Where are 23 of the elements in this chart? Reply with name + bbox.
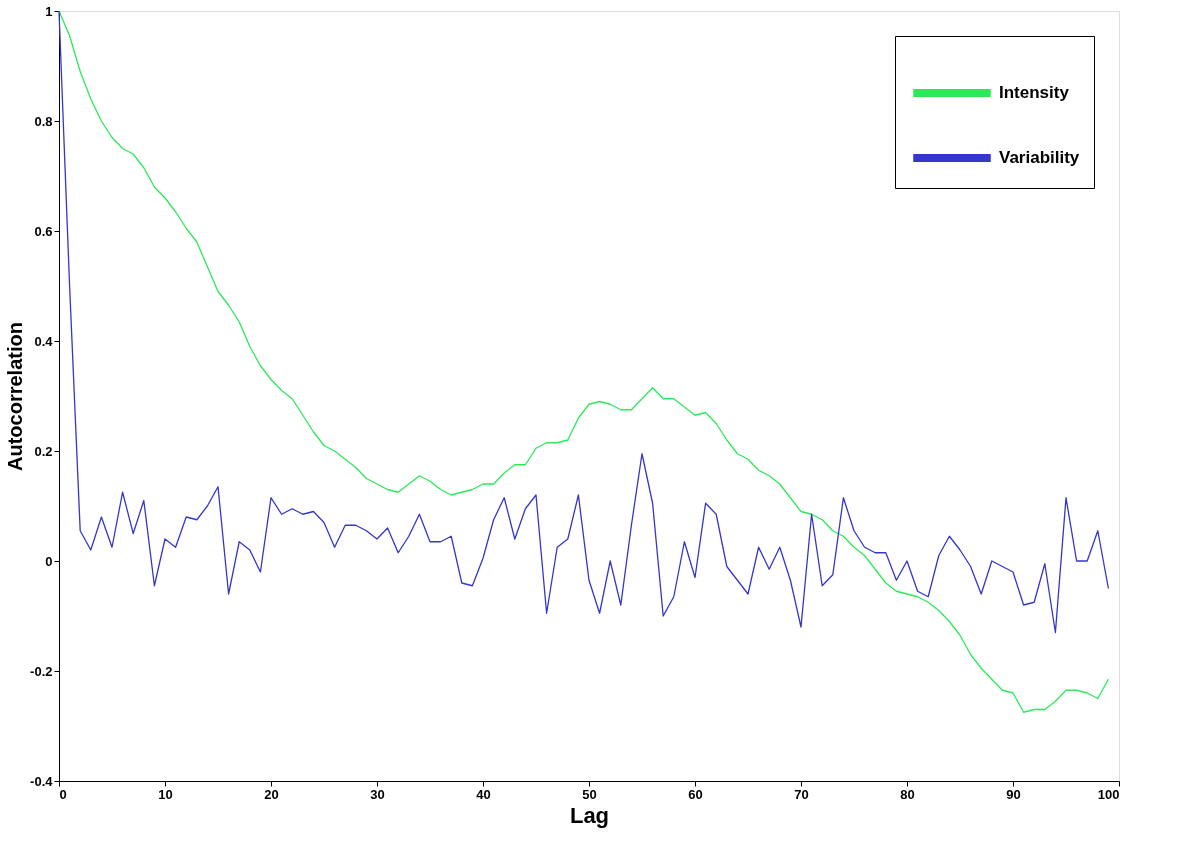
legend-label: Variability [999,148,1080,167]
y-tick-label: 0 [45,553,53,569]
x-tick-label: 90 [1006,786,1021,802]
y-tick-label: -0.4 [30,773,54,789]
y-tick-label: 1 [45,3,53,19]
x-tick-label: 40 [476,786,491,802]
y-tick-label: 0.4 [34,333,54,349]
x-tick-label: 0 [59,786,67,802]
x-tick-label: 30 [370,786,385,802]
x-tick-label: 10 [158,786,173,802]
x-tick-label: 80 [900,786,915,802]
y-tick-label: 0.8 [34,113,53,129]
x-tick-label: 50 [582,786,597,802]
y-axis-title: Autocorrelation [4,322,27,471]
x-tick-label: 70 [794,786,809,802]
x-tick-label: 60 [688,786,703,802]
y-tick-label: -0.2 [30,663,53,679]
y-tick-label: 0.2 [34,443,53,459]
x-tick-label: 100 [1097,786,1120,802]
x-axis-title: Lag [569,802,610,828]
x-tick-label: 20 [264,786,279,802]
legend-label: Intensity [999,83,1070,102]
y-tick-label: 0.6 [34,223,53,239]
